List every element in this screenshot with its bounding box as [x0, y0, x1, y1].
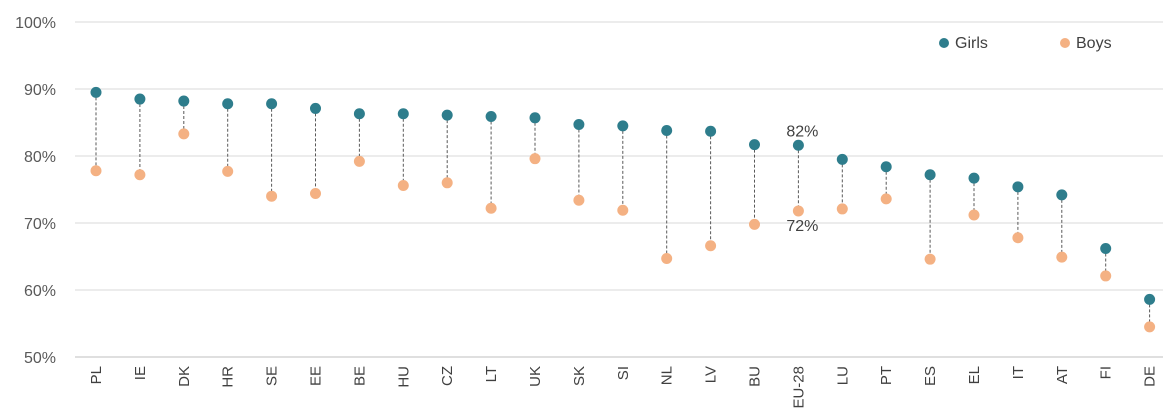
x-tick-label: BU [747, 366, 764, 387]
y-tick-label: 80% [24, 149, 56, 166]
boys-point [573, 194, 585, 206]
boys-point [310, 188, 321, 200]
boys-point [968, 209, 980, 221]
boys-point [880, 193, 892, 205]
boys-point [178, 128, 190, 140]
girls-point [836, 153, 848, 165]
girls-point [310, 102, 321, 114]
girls-point [573, 119, 585, 131]
y-tick-label: 100% [15, 15, 56, 32]
boys-point [792, 205, 804, 217]
boys-point [1144, 321, 1156, 333]
data-label: 72% [786, 218, 818, 235]
legend-label-girls: Girls [955, 35, 988, 52]
x-axis: PL IE DK HR SE EE BE HU CZ LT UK SK SI NL LV BU EU-28 LU P… [88, 366, 1159, 409]
boys-point [353, 155, 365, 167]
y-tick-label: 90% [24, 82, 56, 99]
x-tick-label: EU-28 [790, 366, 807, 409]
boys-point [1100, 270, 1112, 282]
y-tick-label: 70% [24, 216, 56, 233]
girls-point [441, 109, 453, 121]
legend-marker-boys [1060, 38, 1070, 48]
x-tick-label: SE [264, 366, 281, 386]
girls-point [134, 93, 146, 105]
boys-point [617, 204, 629, 216]
boys-point [485, 202, 497, 214]
x-tick-label: IE [132, 366, 149, 380]
x-tick-label: IT [1010, 366, 1027, 379]
boys-point [266, 190, 278, 202]
boys-point [749, 218, 760, 230]
boys-point [661, 253, 673, 265]
x-tick-label: DK [176, 366, 193, 387]
legend-label-boys: Boys [1076, 35, 1112, 52]
girls-point [266, 98, 278, 110]
girls-point [485, 110, 497, 122]
girls-point [617, 120, 629, 132]
girls-point [792, 139, 804, 151]
data-label: 82% [786, 123, 818, 140]
girls-point [90, 86, 102, 98]
girls-point [529, 112, 541, 124]
x-tick-label: LV [703, 366, 720, 383]
legend-marker-girls [939, 38, 949, 48]
boys-point [1012, 232, 1024, 244]
x-tick-label: SK [571, 366, 588, 386]
x-tick-label: CZ [439, 366, 456, 386]
x-tick-label: SI [615, 366, 632, 380]
gridlines [75, 21, 1163, 358]
data-points [90, 86, 1156, 333]
boys-point [397, 179, 409, 191]
y-axis: 50% 60% 70% 80% 90% 100% [15, 15, 56, 367]
girls-point [222, 98, 234, 110]
girls-point [1056, 189, 1068, 201]
boys-point [90, 165, 102, 177]
boys-point [705, 240, 717, 252]
x-tick-label: LU [834, 366, 851, 385]
girls-point [1012, 181, 1024, 193]
y-tick-label: 60% [24, 283, 56, 300]
x-tick-label: AT [1054, 366, 1071, 384]
boys-point [441, 177, 453, 189]
x-tick-label: EE [308, 366, 325, 386]
girls-point [1100, 242, 1112, 254]
girls-point [749, 139, 760, 151]
x-tick-label: LT [483, 366, 500, 382]
girls-point [1144, 293, 1156, 305]
boys-point [1056, 251, 1068, 263]
x-tick-label: BE [351, 366, 368, 386]
girls-point [924, 169, 936, 181]
x-tick-label: FI [1098, 366, 1115, 379]
x-tick-label: PL [88, 366, 105, 384]
girls-point [397, 108, 409, 120]
x-tick-label: NL [659, 366, 676, 385]
boys-point [222, 165, 234, 177]
boys-point [134, 169, 146, 181]
girls-point [178, 95, 190, 107]
x-tick-label: ES [922, 366, 939, 386]
girls-point [661, 125, 673, 137]
x-tick-label: HR [220, 366, 237, 388]
girls-point [880, 161, 892, 173]
legend: Girls Boys [939, 35, 1112, 52]
girls-point [705, 125, 717, 137]
boys-point [836, 203, 848, 215]
data-labels: 82% 72% [786, 123, 818, 235]
y-tick-label: 50% [24, 350, 56, 367]
girls-point [353, 108, 365, 120]
x-tick-label: DE [1142, 366, 1159, 387]
boys-point [529, 153, 541, 165]
girls-point [968, 172, 980, 184]
x-tick-label: HU [395, 366, 412, 388]
x-tick-label: EL [966, 366, 983, 384]
x-tick-label: PT [878, 366, 895, 385]
x-tick-label: UK [527, 366, 544, 387]
boys-point [924, 253, 936, 265]
